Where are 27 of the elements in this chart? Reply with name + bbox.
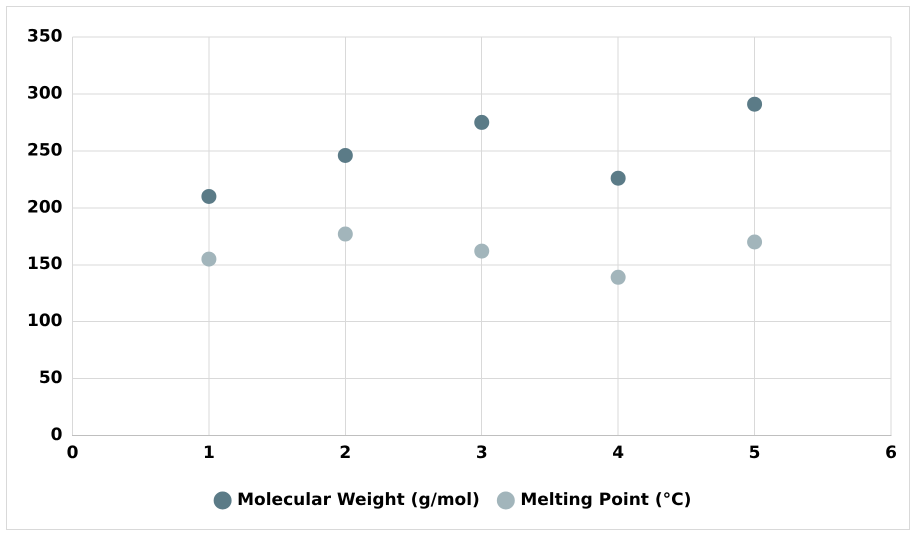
x-tick-label: 3 (476, 443, 488, 464)
y-tick-label: 150 (26, 254, 63, 274)
legend-label: Melting Point (°C) (520, 490, 692, 510)
x-tick-label: 2 (339, 443, 352, 464)
y-tick-label: 100 (26, 311, 63, 332)
x-tick-label: 4 (612, 443, 624, 464)
y-tick-label: 50 (38, 368, 63, 388)
y-tick-label: 300 (26, 83, 63, 104)
point (338, 226, 353, 242)
point (338, 148, 353, 163)
y-tick-label: 0 (50, 425, 63, 446)
point (474, 244, 490, 259)
point (201, 188, 216, 204)
legend-label: Molecular Weight (g/mol) (237, 490, 480, 510)
point (610, 270, 626, 285)
x-tick-label: 6 (885, 443, 897, 464)
point (201, 252, 216, 267)
y-tick-label: 350 (26, 26, 63, 46)
point (747, 96, 762, 112)
y-tick-label: 250 (26, 140, 63, 160)
point (610, 170, 626, 186)
y-tick-label: 200 (26, 197, 63, 218)
point (474, 114, 490, 130)
point (747, 234, 762, 250)
x-tick-label: 5 (748, 443, 761, 464)
x-tick-label: 0 (66, 443, 79, 464)
x-tick-label: 1 (202, 443, 215, 464)
